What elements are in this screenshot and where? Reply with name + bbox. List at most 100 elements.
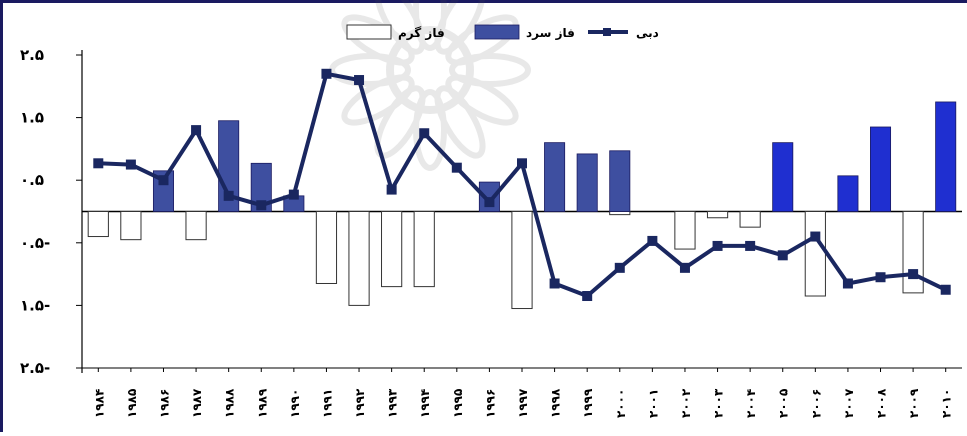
warm-phase-bar [185,211,207,241]
watermark-petal [413,0,447,51]
x-tick-label: ۱۹۸۸ [223,388,237,418]
discharge-marker [191,125,202,136]
warm-phase-bar [674,211,696,250]
discharge-marker [386,184,397,195]
x-tick-label: ۲۰۰۵ [777,389,791,418]
warm-phase-bar [804,211,826,297]
legend-warm-swatch [346,24,392,40]
x-tick-label: ۱۹۹۸ [549,388,563,418]
x-tick-label: ۱۹۸۶ [157,389,171,418]
cold-phase-bar [772,142,794,212]
discharge-marker [288,189,299,200]
discharge-marker [354,75,365,86]
x-tick-label: ۱۹۹۱ [320,389,334,418]
legend-label-warm: فاز گرم [398,26,445,41]
warm-phase-bar [87,211,109,238]
x-tick-label: ۱۹۹۰ [288,389,302,418]
y-axis: ۲.۵ ۱.۵ ۰.۵ ۰.۵- ۱.۵- ۲.۵- [20,46,83,377]
x-tick-label: ۲۰۰۰ [614,389,628,418]
x-tick-label: ۱۹۹۳ [386,388,400,418]
cold-phase-bar [152,170,174,212]
x-tick-label: ۱۹۸۷ [190,388,204,418]
warm-phase-bar [120,211,142,241]
x-tick-label: ۱۹۹۶ [483,389,497,418]
x-tick-label: ۱۹۹۲ [353,388,367,418]
discharge-marker [777,250,788,261]
cold-phase-bar [478,181,500,212]
chart-border-left [0,0,3,432]
watermark-petal [341,74,415,126]
x-tick-label: ۱۹۹۹ [581,388,595,418]
discharge-marker [419,128,430,139]
x-tick-label: ۲۰۱۰ [940,389,954,418]
discharge-marker [679,262,690,273]
discharge-marker [745,240,756,251]
x-tick-label: ۲۰۰۸ [875,388,889,418]
watermark-petal [434,85,486,159]
discharge-marker [842,278,853,289]
discharge-marker [940,284,951,295]
x-tick-label: ۲۰۰۱ [646,389,660,418]
discharge-marker [125,159,136,170]
discharge-marker [810,231,821,242]
watermark-petal [329,53,411,87]
watermark-petal [445,74,519,126]
watermark [329,0,531,171]
discharge-marker [647,235,658,246]
cold-phase-bar [837,175,859,212]
legend-cold-swatch [474,24,520,40]
discharge-marker [908,269,919,280]
discharge-marker [158,175,169,186]
x-tick-label: ۲۰۰۳ [712,388,726,418]
y-tick-label: ۲.۵ [20,46,44,64]
x-tick-label: ۲۰۰۶ [809,389,823,418]
legend-line-marker [603,28,611,36]
discharge-marker [321,68,332,79]
y-tick-label: ۰.۵- [20,234,50,252]
bars-layer [87,101,957,310]
x-tick-label: ۱۹۸۵ [125,389,139,418]
warm-phase-bar [609,211,631,216]
cold-phase-bar [576,153,598,212]
warm-phase-bar [511,211,533,310]
warm-phase-bar [348,211,370,306]
chart-border-top [0,0,967,3]
discharge-marker [614,262,625,273]
warm-phase-bar [315,211,338,284]
discharge-marker [712,240,723,251]
x-tick-label: ۲۰۰۲ [679,388,693,418]
warm-phase-bar [706,211,729,219]
x-tick-label: ۱۹۹۵ [451,389,465,418]
discharge-marker [549,278,560,289]
watermark-petal [449,53,531,87]
watermark-petal [434,0,486,55]
discharge-marker [451,162,462,173]
discharge-marker [484,197,495,208]
warm-phase-bar [413,211,435,288]
warm-phase-bar [902,211,924,294]
discharge-marker [256,200,267,211]
warm-phase-bar [739,211,761,228]
x-tick-label: ۲۰۰۹ [907,388,921,418]
discharge-marker [93,158,104,169]
legend: دبی فاز سرد فاز گرم [346,24,659,41]
discharge-marker [875,272,886,283]
x-tick-label: ۱۹۹۴ [418,389,432,418]
y-tick-label: ۲.۵- [20,359,50,377]
x-tick-label: ۲۰۰۷ [842,388,856,418]
y-tick-label: ۱.۵ [20,109,44,127]
cold-phase-bar [609,150,631,212]
line-layer [93,68,951,302]
y-tick-label: ۱.۵- [20,296,50,314]
discharge-marker [223,190,234,201]
x-tick-label: ۱۹۸۴ [92,389,106,418]
cold-phase-bar [544,142,566,212]
x-tick-label: ۱۹۹۷ [516,388,530,418]
cold-phase-bar [870,126,892,212]
y-tick-label: ۰.۵ [20,171,44,189]
x-tick-label: ۲۰۰۴ [744,389,758,418]
legend-label-cold: فاز سرد [526,26,575,40]
legend-label-discharge: دبی [636,26,659,40]
